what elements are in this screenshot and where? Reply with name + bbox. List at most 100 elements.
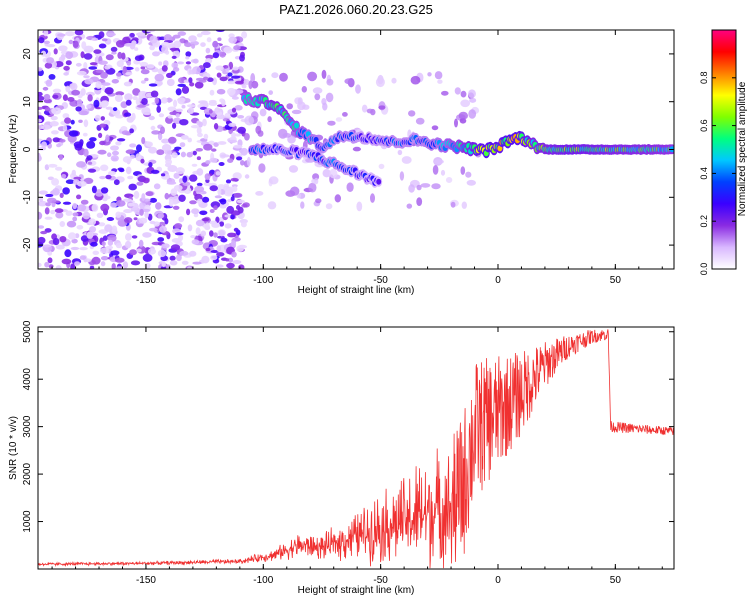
noise-blob bbox=[72, 40, 79, 48]
noise-blob bbox=[117, 51, 123, 59]
noise-blob bbox=[110, 250, 120, 256]
noise-blob bbox=[217, 184, 225, 190]
colorbar-ticks: 0.0 0.2 0.4 0.6 0.8 bbox=[699, 72, 736, 275]
faint-blob bbox=[300, 201, 305, 209]
noise-blob bbox=[105, 106, 114, 110]
noise-blob bbox=[87, 168, 97, 173]
colorbar-label: Normalized spectral amplitude bbox=[737, 81, 748, 216]
chart-title: PAZ1.2026.060.20.23.G25 bbox=[279, 2, 433, 17]
noise-blob bbox=[191, 43, 196, 49]
noise-blob bbox=[91, 185, 97, 194]
noise-blob bbox=[47, 257, 53, 264]
noise-blob bbox=[123, 198, 132, 202]
noise-blob bbox=[164, 218, 169, 225]
faint-blob bbox=[460, 90, 467, 98]
noise-blob bbox=[180, 135, 189, 140]
noise-blob bbox=[171, 62, 179, 69]
noise-blob bbox=[81, 41, 87, 50]
noise-blob bbox=[38, 211, 43, 220]
noise-blob bbox=[38, 118, 42, 123]
noise-blob bbox=[236, 205, 241, 210]
noise-blob bbox=[55, 166, 63, 171]
noise-blob bbox=[94, 56, 100, 65]
noise-blob bbox=[236, 245, 244, 252]
faint-blob bbox=[334, 194, 341, 203]
noise-blob bbox=[67, 134, 77, 143]
noise-blob bbox=[187, 104, 196, 108]
noise-blob bbox=[143, 112, 152, 116]
noise-blob bbox=[231, 132, 236, 139]
noise-blob bbox=[40, 230, 48, 235]
faint-blob bbox=[325, 92, 334, 103]
noise-blob bbox=[210, 255, 218, 261]
noise-blob bbox=[83, 53, 93, 60]
x-tick-label: 0 bbox=[495, 575, 501, 586]
noise-blob bbox=[56, 143, 62, 148]
noise-blob bbox=[76, 70, 87, 76]
noise-blob bbox=[83, 45, 94, 53]
noise-blob bbox=[167, 106, 177, 112]
noise-blob bbox=[114, 257, 125, 263]
noise-blob bbox=[209, 230, 214, 237]
noise-blob bbox=[188, 35, 197, 43]
noise-blob bbox=[125, 72, 133, 76]
noise-blob bbox=[161, 261, 166, 268]
noise-blob bbox=[102, 235, 108, 241]
noise-blob bbox=[108, 170, 116, 176]
noise-blob bbox=[217, 37, 222, 41]
noise-blob bbox=[121, 52, 126, 60]
noise-blob bbox=[123, 81, 132, 87]
noise-blob bbox=[106, 217, 115, 221]
noise-blob bbox=[230, 240, 237, 248]
noise-blob bbox=[141, 137, 146, 145]
x-tick-label: -50 bbox=[373, 575, 388, 586]
spectrogram-image bbox=[38, 30, 674, 269]
main-track-core bbox=[294, 122, 299, 129]
noise-blob bbox=[138, 90, 148, 99]
noise-blob bbox=[72, 216, 78, 222]
noise-blob bbox=[157, 81, 163, 86]
noise-blob bbox=[64, 249, 72, 258]
noise-blob bbox=[38, 91, 43, 97]
noise-blob bbox=[160, 173, 166, 177]
noise-blob bbox=[182, 175, 188, 183]
noise-blob bbox=[210, 250, 219, 253]
noise-blob bbox=[112, 107, 118, 112]
noise-blob bbox=[218, 162, 225, 166]
noise-blob bbox=[135, 98, 141, 106]
noise-blob bbox=[209, 157, 218, 163]
colorbar-tick-label: 0.4 bbox=[699, 167, 709, 180]
noise-blob bbox=[190, 235, 196, 239]
noise-blob bbox=[44, 207, 50, 215]
faint-blob bbox=[352, 146, 361, 152]
noise-blob bbox=[124, 209, 131, 213]
noise-blob bbox=[61, 174, 67, 179]
noise-blob bbox=[67, 97, 75, 102]
noise-blob bbox=[158, 61, 163, 66]
noise-blob bbox=[76, 194, 82, 200]
noise-blob bbox=[142, 177, 150, 184]
noise-blob bbox=[100, 71, 108, 79]
noise-blob bbox=[160, 266, 167, 269]
noise-blob bbox=[38, 262, 42, 268]
noise-blob bbox=[154, 97, 159, 104]
spectrogram-blobs bbox=[38, 30, 674, 269]
noise-blob bbox=[181, 104, 186, 109]
noise-blob bbox=[233, 192, 243, 198]
noise-blob bbox=[102, 197, 108, 202]
noise-blob bbox=[127, 202, 135, 207]
noise-blob bbox=[51, 178, 60, 186]
noise-blob bbox=[180, 151, 186, 158]
noise-blob bbox=[155, 202, 162, 210]
noise-blob bbox=[219, 204, 227, 209]
noise-blob bbox=[46, 57, 55, 64]
noise-blob bbox=[172, 34, 181, 39]
noise-blob bbox=[234, 80, 244, 85]
noise-blob bbox=[205, 160, 211, 165]
noise-blob bbox=[86, 231, 94, 239]
faint-blob bbox=[335, 117, 343, 122]
noise-blob bbox=[149, 35, 158, 44]
noise-blob bbox=[153, 183, 161, 190]
noise-blob bbox=[225, 187, 234, 195]
